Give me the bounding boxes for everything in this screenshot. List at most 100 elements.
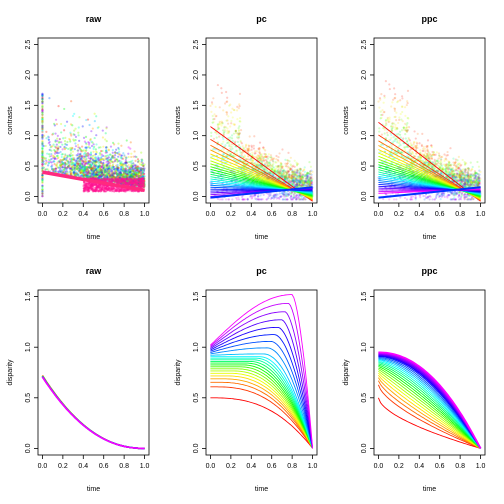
scatter-point	[126, 182, 129, 185]
scatter-point	[110, 180, 113, 183]
scatter-point	[41, 194, 44, 198]
scatter-point	[117, 167, 121, 170]
scatter-point	[124, 180, 127, 183]
scatter-point	[137, 166, 141, 170]
scatter-point	[85, 143, 88, 146]
scatter-point	[215, 114, 218, 118]
scatter-point	[62, 162, 65, 166]
scatter-point	[132, 178, 135, 181]
scatter-point	[48, 148, 51, 151]
scatter-point	[140, 182, 143, 185]
scatter-point	[105, 174, 108, 177]
scatter-point	[86, 161, 90, 164]
scatter-point	[138, 177, 141, 180]
scatter-point	[51, 156, 55, 160]
scatter-point	[132, 155, 135, 158]
scatter-point	[112, 180, 115, 184]
scatter-point	[78, 139, 81, 142]
scatter-point	[41, 155, 44, 159]
scatter-point	[88, 162, 91, 165]
scatter-point	[109, 171, 112, 174]
scatter-point	[116, 163, 119, 166]
scatter-point	[69, 132, 72, 136]
scatter-point	[120, 154, 124, 157]
scatter-point	[41, 147, 44, 150]
scatter-point	[136, 178, 140, 181]
scatter-point	[129, 173, 132, 176]
scatter-point	[109, 173, 112, 176]
scatter-point	[105, 161, 108, 164]
scatter-point	[93, 170, 96, 173]
scatter-point	[71, 147, 74, 150]
scatter-point	[60, 162, 64, 166]
scatter-point	[113, 156, 116, 159]
scatter-point	[124, 157, 127, 160]
scatter-point	[95, 150, 98, 153]
scatter-point	[52, 132, 55, 135]
scatter-point	[89, 172, 92, 175]
scatter-point	[138, 175, 141, 178]
scatter-point	[50, 149, 53, 152]
scatter-point	[118, 171, 121, 174]
scatter-point	[43, 157, 46, 161]
scatter-point	[65, 168, 68, 172]
scatter-point	[118, 171, 121, 174]
scatter-point	[82, 153, 85, 156]
scatter-point	[41, 146, 44, 149]
scatter-point	[91, 154, 94, 158]
scatter-point	[111, 141, 115, 144]
scatter-point	[71, 114, 75, 118]
scatter-point	[105, 175, 108, 178]
scatter-point	[137, 159, 140, 162]
scatter-point	[140, 168, 143, 171]
scatter-point	[123, 178, 126, 181]
scatter-point	[90, 160, 93, 163]
scatter-point	[131, 166, 134, 169]
scatter-point	[141, 184, 144, 187]
scatter-point	[99, 168, 102, 171]
scatter-point	[133, 178, 136, 181]
scatter-point	[41, 113, 44, 116]
scatter-point	[131, 166, 134, 169]
scatter-point	[41, 185, 44, 188]
scatter-point	[122, 173, 125, 176]
scatter-point	[118, 161, 122, 165]
scatter-point	[95, 167, 99, 171]
scatter-point	[125, 156, 128, 159]
scatter-point	[128, 171, 131, 174]
scatter-point	[129, 173, 132, 176]
scatter-point	[137, 176, 140, 179]
scatter-point	[121, 163, 124, 166]
scatter-point	[92, 166, 95, 169]
scatter-point	[41, 106, 44, 109]
scatter-point	[127, 175, 130, 179]
scatter-point	[63, 172, 67, 175]
scatter-point	[41, 105, 44, 108]
scatter-point	[138, 181, 141, 184]
scatter-point	[77, 173, 80, 177]
scatter-point	[141, 170, 144, 173]
scatter-point	[64, 167, 67, 171]
scatter-point	[141, 184, 144, 188]
scatter-point	[131, 182, 134, 186]
scatter-point	[94, 165, 97, 168]
scatter-point	[132, 170, 135, 173]
scatter-point	[99, 172, 102, 175]
scatter-point	[62, 162, 65, 165]
scatter-point	[75, 162, 78, 165]
scatter-point	[41, 125, 44, 129]
scatter-point	[129, 173, 133, 176]
scatter-point	[61, 163, 64, 166]
scatter-point	[109, 177, 112, 180]
scatter-point	[133, 176, 136, 179]
scatter-point	[60, 131, 63, 134]
scatter-point	[100, 187, 103, 190]
scatter-point	[41, 105, 44, 108]
scatter-point	[135, 177, 138, 181]
scatter-point	[121, 179, 124, 182]
scatter-point	[91, 173, 95, 176]
scatter-point	[120, 165, 123, 168]
scatter-point	[128, 177, 131, 180]
scatter-point	[90, 166, 93, 169]
scatter-point	[54, 150, 57, 153]
